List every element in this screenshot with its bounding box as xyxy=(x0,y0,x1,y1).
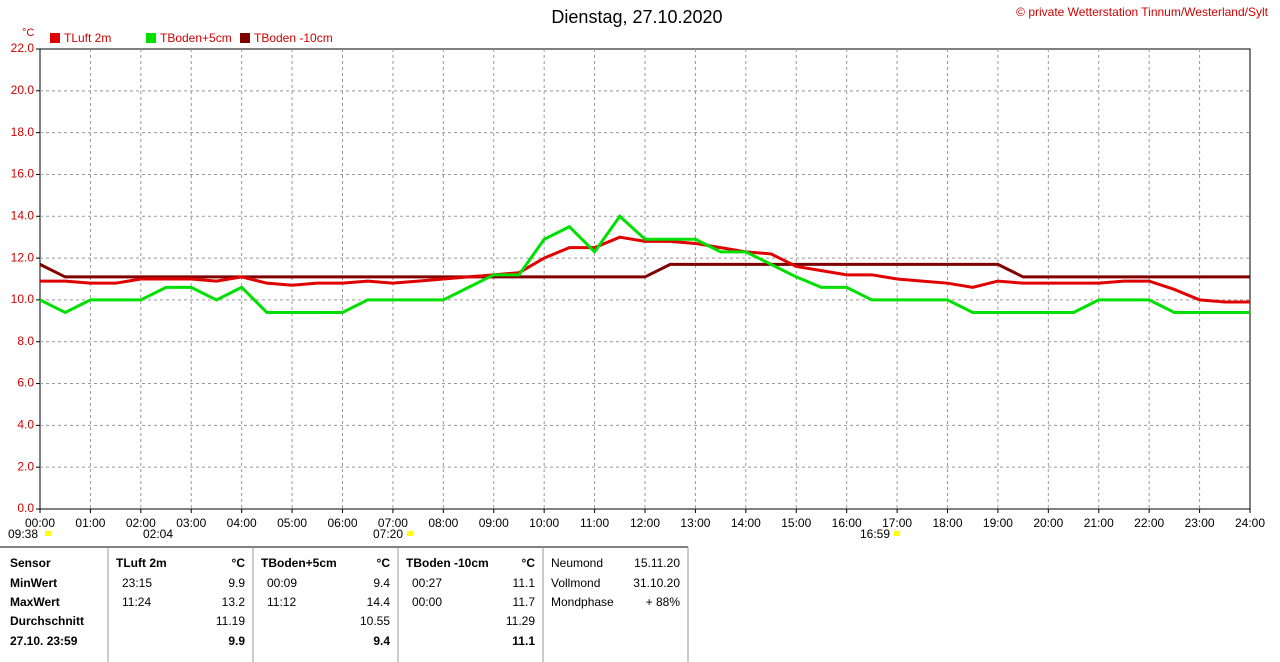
x-tick-label: 15:00 xyxy=(781,516,811,530)
marker xyxy=(894,531,900,536)
y-tick-label: 16.0 xyxy=(11,167,35,181)
legend-label: TBoden -10cm xyxy=(254,31,333,45)
stat-value: 9.4 xyxy=(373,576,390,590)
x-tick-label: 07:00 xyxy=(378,516,408,530)
x-tick-label: 23:00 xyxy=(1185,516,1215,530)
x-tick-label: 13:00 xyxy=(680,516,710,530)
stat-value: 11.1 xyxy=(513,576,536,590)
stat-value: 10.55 xyxy=(360,614,390,628)
block-unit: °C xyxy=(377,556,391,570)
row-label: Durchschnitt xyxy=(10,614,84,628)
stat-value: 9.9 xyxy=(228,576,245,590)
legend-label: TBoden+5cm xyxy=(160,31,232,45)
moon-label: Vollmond xyxy=(551,576,600,590)
x-tick-label: 14:00 xyxy=(731,516,761,530)
marker xyxy=(45,531,51,536)
legend-swatch xyxy=(146,33,156,43)
block-name: TLuft 2m xyxy=(116,556,167,570)
stat-value: 9.4 xyxy=(373,634,390,648)
stat-time: 11:24 xyxy=(122,595,151,609)
x-tick-label: 10:00 xyxy=(529,516,559,530)
marker xyxy=(407,531,413,536)
stat-value: 9.9 xyxy=(228,634,245,648)
row-label: 27.10. 23:59 xyxy=(10,634,78,648)
x-tick-label: 06:00 xyxy=(327,516,357,530)
x-tick-label: 09:00 xyxy=(479,516,509,530)
block-name: TBoden+5cm xyxy=(261,556,337,570)
x-tick-label: 18:00 xyxy=(932,516,962,530)
legend-swatch xyxy=(50,33,60,43)
x-tick-label: 12:00 xyxy=(630,516,660,530)
x-tick-label: 08:00 xyxy=(428,516,458,530)
x-tick-label: 02:00 xyxy=(126,516,156,530)
moon-value: + 88% xyxy=(646,595,681,609)
stat-value: 11.19 xyxy=(216,614,245,628)
x-tick-label: 01:00 xyxy=(75,516,105,530)
chart-title: Dienstag, 27.10.2020 xyxy=(551,7,722,27)
y-unit: °C xyxy=(22,27,34,39)
row-label: MaxWert xyxy=(10,595,60,609)
block-unit: °C xyxy=(522,556,536,570)
x-tick-label: 05:00 xyxy=(277,516,307,530)
stat-time: 00:27 xyxy=(412,576,442,590)
y-tick-label: 22.0 xyxy=(11,41,35,55)
y-tick-label: 0.0 xyxy=(17,501,34,515)
y-tick-label: 8.0 xyxy=(17,334,34,348)
x-tick-label: 04:00 xyxy=(227,516,257,530)
stat-value: 11.7 xyxy=(513,595,536,609)
y-tick-label: 20.0 xyxy=(11,83,35,97)
moon-label: Mondphase xyxy=(551,595,614,609)
stat-value: 14.4 xyxy=(367,595,391,609)
moon-value: 31.10.20 xyxy=(633,576,680,590)
series-line xyxy=(39,214,1250,315)
x-tick-label: 11:00 xyxy=(580,516,609,530)
copyright: © private Wetterstation Tinnum/Westerlan… xyxy=(1016,5,1269,19)
y-tick-label: 10.0 xyxy=(11,292,35,306)
time-mark: 16:59 xyxy=(860,527,890,541)
stat-time: 00:00 xyxy=(412,595,442,609)
x-tick-label: 22:00 xyxy=(1134,516,1164,530)
time-mark: 07:20 xyxy=(373,527,403,541)
y-tick-label: 12.0 xyxy=(11,250,35,264)
x-tick-label: 21:00 xyxy=(1084,516,1114,530)
block-unit: °C xyxy=(232,556,246,570)
legend-label: TLuft 2m xyxy=(64,31,111,45)
x-tick-label: 00:00 xyxy=(25,516,55,530)
x-tick-label: 19:00 xyxy=(983,516,1013,530)
stat-time: 11:12 xyxy=(267,595,296,609)
y-tick-label: 14.0 xyxy=(11,208,35,222)
y-tick-label: 4.0 xyxy=(17,418,34,432)
moon-value: 15.11.20 xyxy=(634,556,680,570)
row-label: MinWert xyxy=(10,576,57,590)
x-tick-label: 17:00 xyxy=(882,516,912,530)
time-mark: 02:04 xyxy=(143,527,173,541)
time-mark: 09:38 xyxy=(8,527,38,541)
y-tick-label: 2.0 xyxy=(17,459,34,473)
block-name: TBoden -10cm xyxy=(406,556,489,570)
stat-time: 00:09 xyxy=(267,576,297,590)
row-label: Sensor xyxy=(10,556,51,570)
x-tick-label: 16:00 xyxy=(832,516,862,530)
x-tick-label: 03:00 xyxy=(176,516,206,530)
stat-value: 11.1 xyxy=(512,634,535,648)
y-tick-label: 6.0 xyxy=(17,376,34,390)
legend-swatch xyxy=(240,33,250,43)
x-tick-label: 20:00 xyxy=(1033,516,1063,530)
stat-value: 11.29 xyxy=(506,614,535,628)
series-line xyxy=(40,235,1250,304)
stat-value: 13.2 xyxy=(222,595,246,609)
moon-label: Neumond xyxy=(551,556,603,570)
stat-time: 23:15 xyxy=(122,576,152,590)
x-tick-label: 24:00 xyxy=(1235,516,1265,530)
y-tick-label: 18.0 xyxy=(11,125,35,139)
